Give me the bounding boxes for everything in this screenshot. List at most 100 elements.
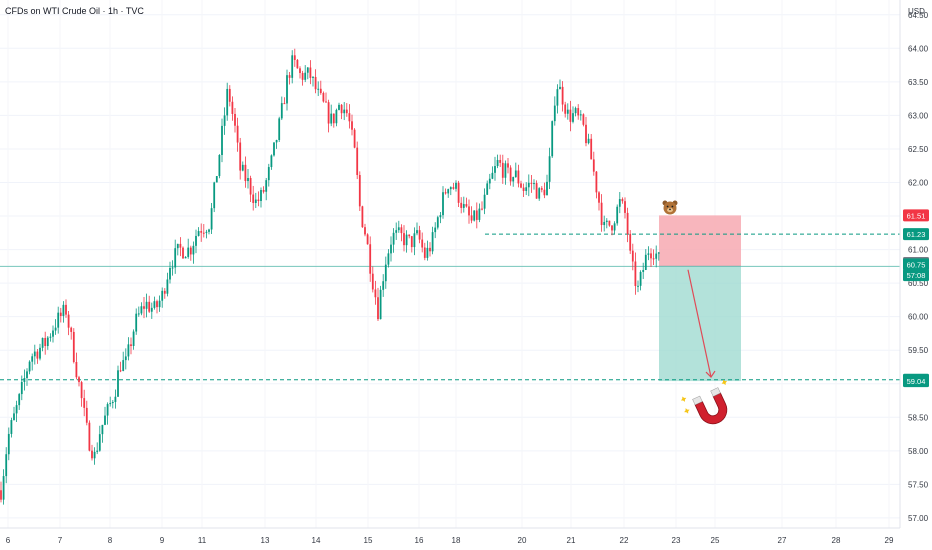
candle: [470, 206, 473, 224]
candle: [400, 224, 403, 242]
candle: [507, 157, 509, 174]
candle: [200, 223, 203, 242]
candle: [208, 228, 210, 235]
x-tick-label: 18: [452, 536, 461, 545]
candle: [286, 69, 288, 111]
candle: [650, 248, 652, 268]
candle: [426, 240, 429, 261]
candle: [192, 241, 195, 264]
candle: [600, 194, 603, 232]
candle: [423, 242, 426, 261]
candle: [491, 166, 494, 180]
candle: [345, 103, 348, 117]
candle: [626, 207, 629, 243]
candle: [499, 154, 502, 167]
candle: [169, 261, 171, 284]
candle: [104, 406, 106, 426]
candle: [143, 297, 145, 319]
candle: [408, 234, 411, 239]
candle: [130, 337, 132, 355]
candle: [148, 295, 151, 313]
candle: [265, 177, 268, 201]
candle: [397, 220, 400, 233]
candle: [57, 306, 60, 334]
candle: [366, 233, 369, 245]
time-scale-panel[interactable]: [0, 528, 932, 550]
candle: [197, 227, 200, 237]
candle: [611, 225, 613, 236]
candle: [468, 199, 470, 224]
candle: [135, 308, 138, 335]
candle: [98, 425, 101, 452]
candle: [579, 110, 582, 121]
candle: [574, 106, 577, 117]
candle: [587, 133, 590, 145]
candle: [353, 128, 356, 149]
candle: [655, 245, 658, 268]
x-tick-label: 27: [778, 536, 787, 545]
candle: [13, 406, 15, 421]
candle: [395, 222, 398, 240]
candle: [176, 243, 179, 256]
candle: [439, 212, 442, 224]
candle: [405, 230, 408, 253]
x-tick-label: 6: [6, 536, 11, 545]
x-tick-label: 28: [832, 536, 841, 545]
candle: [244, 156, 247, 188]
currency-label: USD: [908, 7, 925, 16]
candle: [33, 344, 36, 365]
y-tick-label: 60.50: [908, 279, 929, 288]
x-tick-label: 9: [160, 536, 165, 545]
candlestick-series: [0, 48, 660, 505]
candle: [278, 116, 281, 142]
candle: [566, 103, 569, 120]
candle: [494, 156, 496, 181]
position-zones[interactable]: [659, 215, 741, 382]
candle: [392, 228, 395, 253]
candle: [85, 400, 88, 426]
candle: [210, 202, 213, 235]
candle: [15, 400, 18, 423]
candle: [122, 351, 125, 372]
candle: [44, 331, 47, 355]
candle: [504, 160, 507, 185]
candle: [462, 196, 465, 213]
candle: [639, 270, 642, 291]
candle: [642, 262, 645, 279]
candle: [304, 65, 307, 83]
candle: [202, 224, 205, 238]
candle: [595, 171, 598, 199]
candle: [2, 469, 5, 505]
candle: [140, 302, 143, 316]
price-tag: 61.51: [903, 209, 929, 222]
horizontal-levels[interactable]: [0, 233, 900, 381]
candle: [473, 210, 476, 222]
candle: [39, 343, 41, 361]
annotation-drawings[interactable]: [662, 200, 742, 434]
stop-loss-zone[interactable]: [659, 215, 741, 267]
candle: [10, 417, 13, 438]
candle: [174, 239, 177, 274]
candle: [273, 142, 275, 157]
candle: [416, 222, 418, 236]
x-tick-label: 14: [312, 536, 321, 545]
candle: [106, 402, 109, 425]
candle: [572, 106, 574, 124]
candle: [348, 104, 351, 129]
candle: [36, 348, 39, 364]
candle: [270, 154, 273, 170]
candle: [267, 163, 270, 187]
projection-arrow[interactable]: [687, 269, 712, 378]
y-tick-label: 59.50: [908, 346, 929, 355]
candle: [522, 183, 525, 197]
candle: [605, 218, 608, 229]
candle: [195, 229, 197, 254]
candle: [83, 389, 86, 417]
candle: [486, 180, 489, 196]
candle: [72, 328, 75, 364]
candle: [338, 102, 340, 111]
price-tag: 59.04: [903, 375, 929, 388]
candle: [452, 182, 455, 190]
candle: [449, 186, 452, 196]
